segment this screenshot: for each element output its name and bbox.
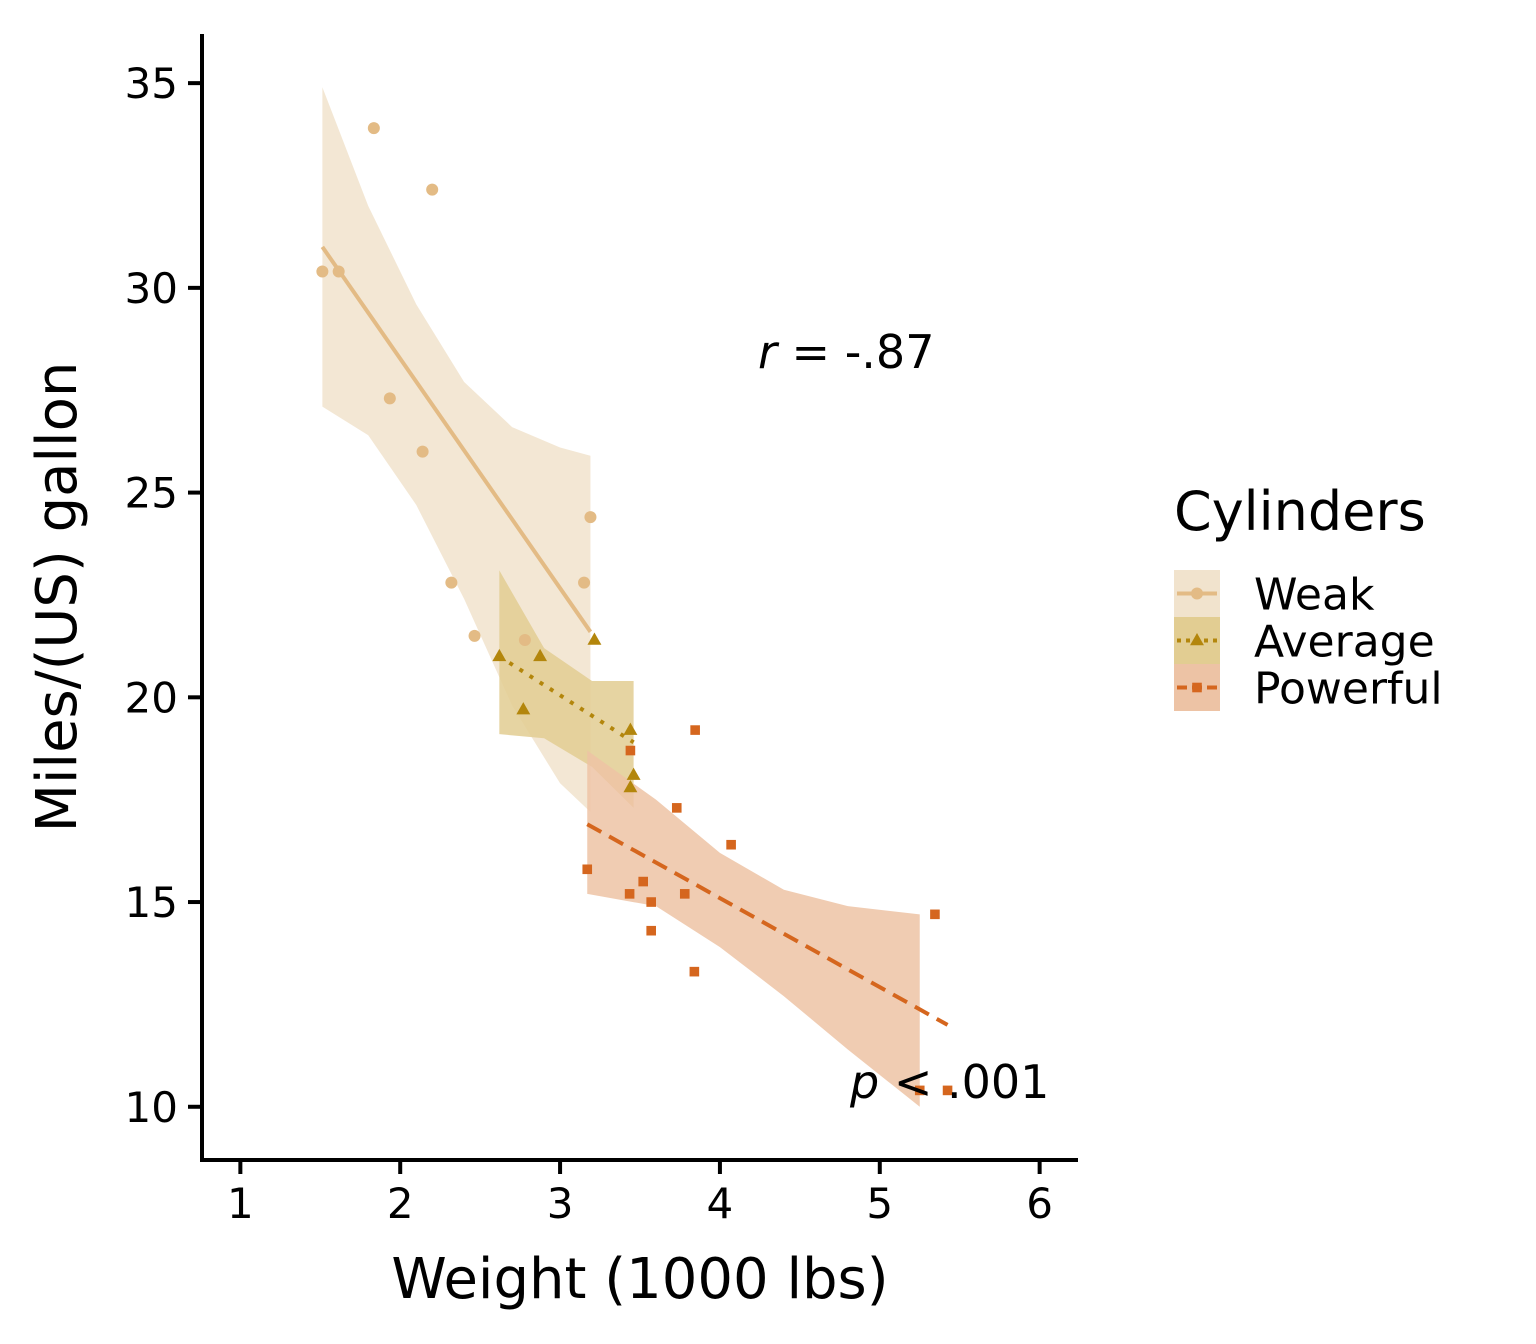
point-average bbox=[626, 767, 641, 780]
point-weak bbox=[332, 265, 345, 278]
point-average bbox=[587, 632, 602, 645]
r-symbol: r bbox=[758, 325, 780, 379]
point-weak bbox=[445, 576, 458, 589]
p-value: < .001 bbox=[879, 1055, 1049, 1109]
point-average bbox=[533, 648, 548, 662]
x-axis-title: Weight (1000 lbs) bbox=[391, 1247, 888, 1312]
point-powerful bbox=[624, 889, 635, 899]
correlation-annotation: r = -.87 bbox=[758, 325, 934, 379]
point-powerful bbox=[671, 803, 682, 813]
point-powerful bbox=[942, 1085, 953, 1096]
point-weak bbox=[584, 511, 597, 524]
point-weak bbox=[578, 576, 591, 589]
point-weak bbox=[316, 265, 329, 278]
legend-marker-weak bbox=[1191, 587, 1203, 600]
point-average bbox=[492, 648, 507, 662]
point-powerful bbox=[930, 909, 940, 920]
x-tick-label: 6 bbox=[1026, 1179, 1053, 1228]
fit-line-average bbox=[498, 654, 635, 745]
x-tick-label: 4 bbox=[707, 1179, 734, 1228]
point-powerful bbox=[625, 745, 636, 756]
point-average bbox=[623, 722, 638, 735]
y-tick-label: 35 bbox=[125, 59, 178, 108]
point-weak bbox=[518, 633, 531, 646]
x-tick-label: 2 bbox=[387, 1179, 414, 1228]
point-powerful bbox=[679, 889, 690, 899]
data-points bbox=[316, 122, 953, 1096]
y-tick-label: 10 bbox=[125, 1083, 178, 1132]
x-tick-label: 1 bbox=[227, 1179, 254, 1228]
legend-marker-average bbox=[1190, 633, 1204, 646]
x-ticks: 1 2 3 4 5 6 bbox=[227, 1160, 1053, 1228]
confidence-bands bbox=[322, 87, 920, 1107]
point-weak bbox=[367, 122, 380, 135]
legend-marker-powerful bbox=[1192, 682, 1202, 693]
p-value-annotation: p < .001 bbox=[849, 1055, 1049, 1109]
point-powerful bbox=[726, 839, 736, 850]
point-powerful bbox=[638, 876, 648, 887]
r-value: = -.87 bbox=[777, 325, 935, 379]
x-tick-label: 5 bbox=[866, 1179, 893, 1228]
point-weak bbox=[426, 183, 439, 196]
point-weak bbox=[416, 445, 429, 458]
band-powerful bbox=[587, 750, 920, 1107]
x-tick-label: 3 bbox=[547, 1179, 574, 1228]
point-powerful bbox=[646, 925, 656, 936]
point-powerful bbox=[582, 864, 593, 875]
point-powerful bbox=[646, 897, 656, 907]
point-weak bbox=[468, 629, 481, 642]
axes: 1 2 3 4 5 6 10 15 20 25 30 35 bbox=[125, 34, 1078, 1228]
regression-lines bbox=[320, 245, 949, 1027]
y-tick-label: 25 bbox=[125, 469, 178, 518]
point-powerful bbox=[690, 725, 700, 735]
p-symbol: p bbox=[849, 1055, 879, 1109]
y-tick-label: 30 bbox=[125, 264, 178, 313]
point-average bbox=[623, 779, 638, 793]
point-weak bbox=[383, 392, 396, 405]
fit-line-powerful bbox=[586, 822, 949, 1027]
point-powerful bbox=[914, 1085, 925, 1096]
band-average bbox=[499, 570, 634, 808]
y-tick-label: 20 bbox=[125, 673, 178, 722]
legend-title: Cylinders bbox=[1174, 480, 1426, 543]
legend-label-powerful: Powerful bbox=[1254, 664, 1443, 715]
y-ticks: 10 15 20 25 30 35 bbox=[125, 59, 202, 1132]
point-powerful bbox=[689, 966, 700, 977]
legend-label-average: Average bbox=[1254, 617, 1435, 668]
fit-line-weak bbox=[320, 245, 593, 633]
y-axis-title: Miles/(US) gallon bbox=[25, 362, 90, 833]
point-average bbox=[516, 702, 531, 715]
legend-label-weak: Weak bbox=[1254, 570, 1375, 621]
y-tick-label: 15 bbox=[125, 878, 178, 927]
